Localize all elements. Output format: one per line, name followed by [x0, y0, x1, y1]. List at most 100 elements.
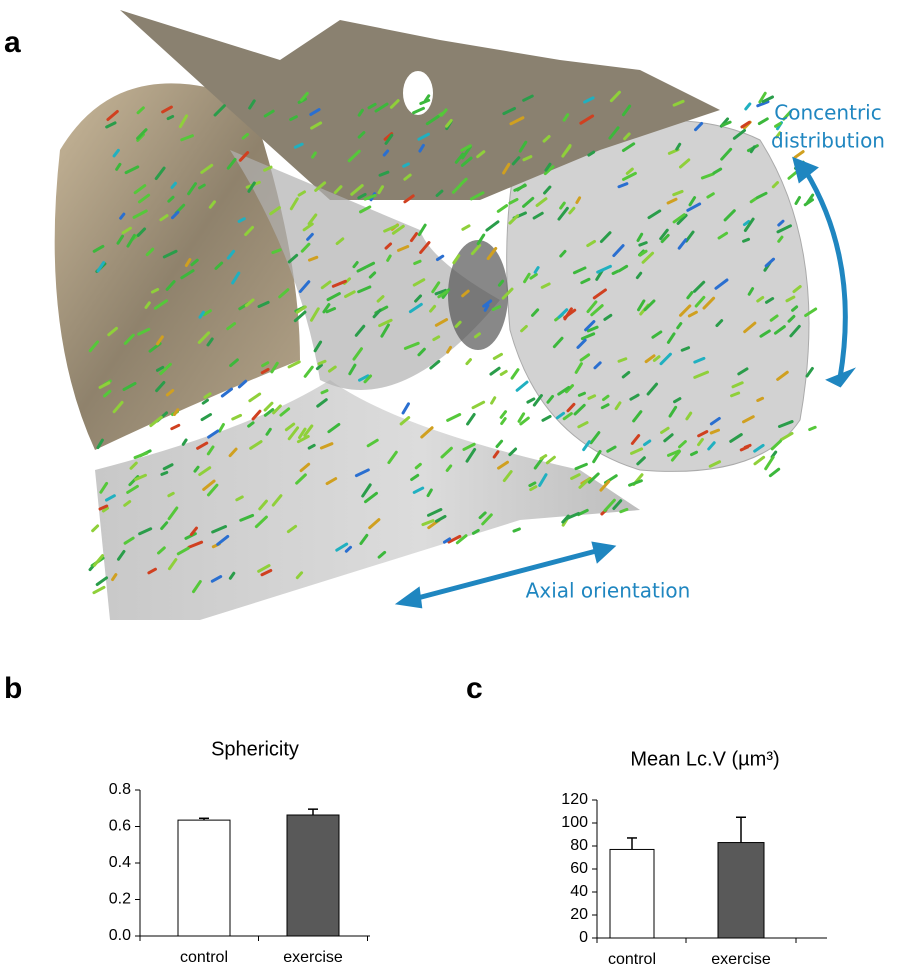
hole: [403, 71, 433, 115]
lacuna: [532, 394, 543, 407]
lacuna: [478, 511, 487, 520]
lacuna: [490, 396, 497, 405]
lacuna: [723, 209, 736, 222]
annotation: Concentric: [774, 101, 881, 125]
lacuna: [461, 289, 470, 298]
lacuna: [572, 266, 587, 275]
lacuna: [764, 297, 775, 304]
lacuna: [104, 494, 116, 502]
lacuna: [693, 370, 710, 379]
lacuna: [363, 374, 373, 384]
lacuna: [368, 518, 381, 530]
lacuna: [331, 279, 347, 288]
lacuna: [755, 191, 768, 200]
lacuna: [642, 439, 652, 447]
lacuna: [675, 142, 682, 151]
lacuna: [161, 105, 173, 114]
lacuna: [248, 392, 262, 403]
lacuna: [197, 331, 211, 344]
canal: [448, 240, 508, 350]
lacuna: [412, 106, 425, 115]
lacuna: [198, 466, 212, 477]
lacuna: [241, 132, 250, 140]
lacuna: [237, 379, 248, 389]
lacuna: [270, 361, 279, 374]
panel-label: a: [4, 26, 21, 59]
lacuna: [566, 402, 576, 413]
lacuna: [429, 359, 441, 370]
lacuna: [361, 483, 372, 498]
lacuna: [440, 108, 448, 117]
lacuna: [489, 366, 501, 376]
lacuna: [319, 442, 334, 450]
lacuna: [522, 155, 533, 162]
lacuna: [499, 410, 508, 419]
lacuna: [167, 558, 178, 571]
lacuna: [587, 394, 597, 400]
lacuna: [731, 381, 744, 389]
lacuna: [666, 449, 681, 457]
lacuna: [122, 381, 137, 391]
lacuna: [789, 324, 801, 338]
x-tick-label: exercise: [283, 949, 343, 966]
lacuna: [389, 99, 400, 109]
lacuna: [546, 394, 555, 404]
lacuna: [95, 576, 109, 587]
lacuna: [211, 525, 228, 534]
lacuna: [528, 481, 537, 488]
lacuna: [157, 546, 166, 555]
lacuna: [378, 170, 390, 177]
lacuna: [619, 507, 629, 514]
lacuna: [239, 513, 255, 522]
lacuna: [432, 335, 441, 342]
lacuna: [758, 91, 767, 104]
lacuna: [299, 91, 309, 102]
lacuna: [483, 303, 490, 312]
lacuna: [787, 314, 796, 323]
x-tick-label: control: [608, 951, 656, 968]
lacuna: [435, 189, 444, 197]
lacuna: [641, 251, 655, 264]
lacuna: [749, 196, 758, 204]
lacuna: [612, 244, 625, 258]
lacuna: [172, 408, 180, 416]
lacuna: [482, 299, 493, 308]
lacuna: [160, 521, 169, 531]
lacuna: [759, 329, 771, 338]
lacuna: [96, 438, 104, 450]
lacuna: [768, 467, 781, 478]
lacuna: [247, 181, 256, 193]
lacuna: [590, 304, 604, 317]
lacuna: [226, 249, 236, 260]
lacuna: [166, 114, 175, 121]
lacuna: [451, 183, 462, 194]
lacuna: [647, 209, 662, 220]
lacuna: [729, 433, 743, 443]
lacuna: [617, 264, 629, 273]
lacuna: [289, 115, 298, 122]
lacuna: [325, 477, 338, 486]
lacuna: [643, 299, 656, 312]
arrow-heads: [394, 541, 617, 609]
lacuna: [159, 362, 172, 376]
lacuna: [167, 195, 175, 203]
lacuna: [126, 233, 136, 248]
lacuna: [229, 358, 239, 368]
lacuna: [366, 438, 379, 448]
lacuna: [184, 532, 197, 540]
lacuna: [473, 332, 481, 339]
lacuna: [136, 227, 147, 237]
lacuna: [446, 413, 462, 422]
lacuna: [198, 310, 205, 319]
lacuna: [694, 295, 706, 308]
lacuna: [629, 393, 640, 401]
lacuna: [210, 575, 223, 583]
lacuna: [356, 265, 367, 273]
lacuna: [756, 396, 765, 402]
lacuna: [417, 132, 430, 141]
lacuna: [678, 440, 687, 449]
lacuna: [315, 363, 323, 371]
lacuna: [295, 305, 307, 314]
lacuna: [599, 231, 612, 244]
lacuna: [668, 405, 678, 418]
